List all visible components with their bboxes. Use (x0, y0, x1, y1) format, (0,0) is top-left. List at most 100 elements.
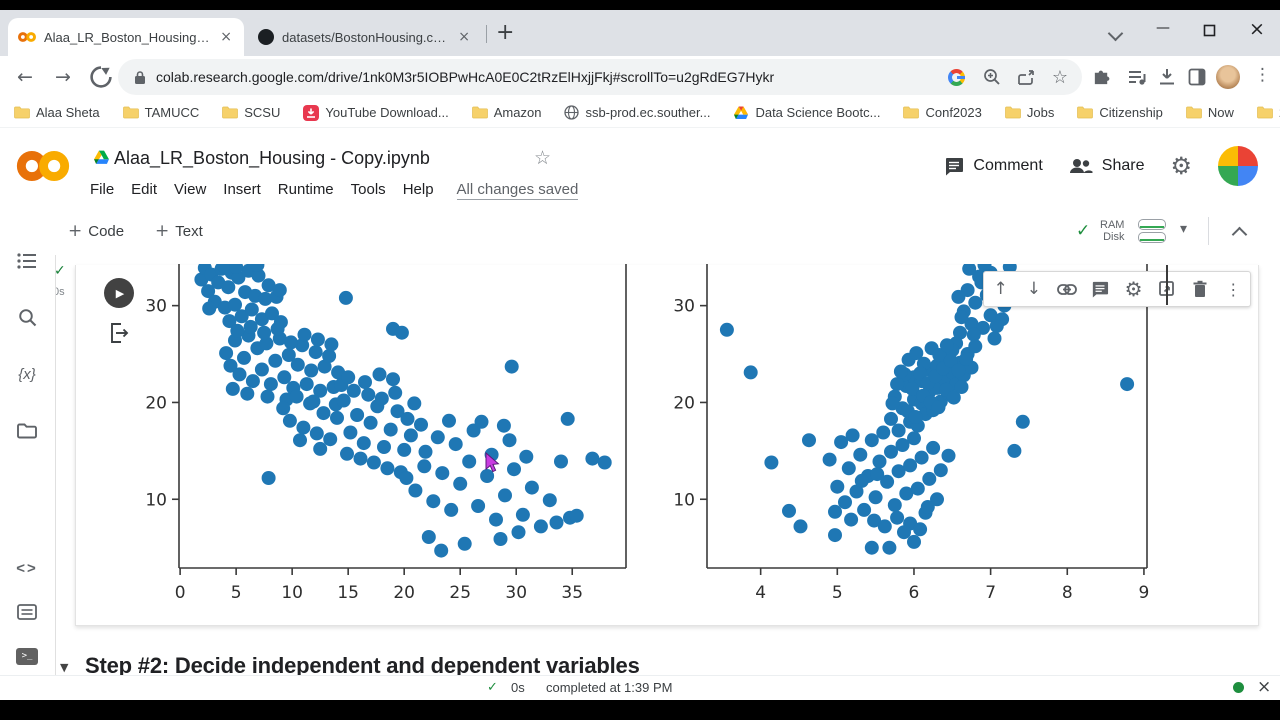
collapse-section-icon[interactable]: ▼ (60, 661, 69, 674)
window-menu-chevron-icon[interactable] (1107, 25, 1124, 44)
svg-text:20: 20 (673, 393, 695, 413)
cell-settings-gear-icon[interactable]: ⚙ (1124, 277, 1143, 301)
bookmark-item[interactable]: Alaa Sheta (14, 105, 100, 120)
code-snippets-icon[interactable]: <> (16, 559, 38, 577)
reload-icon[interactable] (88, 64, 114, 90)
folder-icon (1005, 106, 1021, 119)
ram-usage-bar[interactable] (1138, 219, 1166, 230)
notebook-body: ✓ 0s ▶ 0 5 10 15 20 25 30 35 10 20 30 4 5 6 7 8 9 10 20 30… (56, 255, 1280, 685)
copy-link-to-cell-icon[interactable] (1055, 277, 1079, 301)
window-minimize-icon[interactable]: — (1156, 20, 1170, 36)
comment-label: Comment (973, 157, 1043, 174)
colab-logo[interactable] (16, 146, 70, 186)
tab-close-icon[interactable]: × (458, 29, 470, 45)
bookmark-item[interactable]: Data Science Bootc... (733, 105, 880, 120)
star-notebook-icon[interactable]: ☆ (534, 147, 552, 169)
bookmark-item[interactable]: Jobs (1005, 105, 1054, 120)
add-code-label: Code (88, 222, 125, 240)
run-cell-button[interactable]: ▶ (104, 278, 134, 308)
bookmark-item[interactable]: TAMUCC (122, 105, 199, 120)
share-button[interactable]: Share (1069, 157, 1144, 175)
variables-icon[interactable]: {x} (18, 365, 36, 383)
autosave-status[interactable]: All changes saved (456, 181, 579, 200)
status-close-icon[interactable]: × (1257, 677, 1272, 697)
menu-tools[interactable]: Tools (350, 181, 386, 198)
google-logo-icon[interactable] (947, 68, 965, 86)
bookmark-item[interactable]: SCSU (222, 105, 280, 120)
bookmark-label: Data Science Bootc... (755, 105, 881, 120)
move-cell-up-icon[interactable]: ↑ (993, 279, 1008, 299)
new-tab-button[interactable]: + (496, 20, 515, 45)
resource-labels[interactable]: RAM Disk (1100, 219, 1124, 243)
menu-bar: File Edit View Insert Runtime Tools Help… (90, 181, 579, 200)
download-icon[interactable] (1158, 68, 1176, 86)
terminal-icon[interactable]: >_ (14, 644, 40, 668)
disk-usage-bar[interactable] (1138, 232, 1166, 243)
menu-insert[interactable]: Insert (223, 181, 261, 198)
command-palette-icon[interactable] (14, 600, 40, 624)
bookmark-item[interactable]: ssb-prod.ec.souther... (564, 105, 710, 120)
delete-cell-icon[interactable] (1188, 277, 1212, 301)
bookmark-item[interactable]: YouTube Download... (303, 104, 449, 121)
settings-gear-icon[interactable]: ⚙ (1170, 152, 1192, 180)
tab-strip: Alaa_LR_Boston_Housing - Copy × datasets… (0, 10, 1280, 56)
bookmark-label: Citizenship (1099, 105, 1163, 120)
address-input[interactable]: colab.research.google.com/drive/1nk0M3r5… (118, 59, 1082, 95)
bookmark-item[interactable]: Amazon (471, 105, 541, 120)
profile-avatar[interactable] (1216, 65, 1240, 89)
side-panel-icon[interactable] (1188, 68, 1206, 86)
folder-icon (14, 106, 30, 119)
bookmark-label: SCSU (244, 105, 281, 120)
bookmark-item[interactable]: Now (1186, 105, 1234, 120)
notebook-title[interactable]: Alaa_LR_Boston_Housing - Copy.ipynb (114, 148, 430, 168)
folder-icon (122, 106, 139, 119)
bookmark-star-icon[interactable]: ☆ (1051, 66, 1068, 88)
colab-header: Alaa_LR_Boston_Housing - Copy.ipynb ☆ Fi… (0, 128, 1280, 210)
colab-icon (18, 32, 36, 42)
tab-colab-notebook[interactable]: Alaa_LR_Boston_Housing - Copy × (8, 18, 244, 56)
window-close-icon[interactable]: × (1249, 18, 1265, 40)
menu-edit[interactable]: Edit (131, 181, 158, 198)
share-icon[interactable] (1017, 69, 1036, 86)
status-exec-time: 0s (511, 680, 525, 695)
collapse-sections-icon[interactable] (1231, 226, 1248, 245)
folder-icon (903, 106, 920, 119)
bookmark-item[interactable]: Citizenship (1077, 105, 1163, 120)
add-comment-icon[interactable] (1088, 277, 1112, 301)
add-text-button[interactable]: + Text (155, 221, 203, 241)
drive-file-icon (94, 150, 109, 164)
browser-menu-icon[interactable]: ⋮ (1254, 65, 1271, 85)
status-check-icon: ✓ (487, 680, 498, 695)
files-icon[interactable] (14, 419, 40, 443)
window-maximize-icon[interactable] (1203, 24, 1216, 37)
bookmark-item[interactable]: 2023 Journals (1257, 105, 1280, 120)
table-of-contents-icon[interactable] (14, 249, 40, 273)
menu-runtime[interactable]: Runtime (277, 181, 334, 198)
comment-button[interactable]: Comment (944, 157, 1043, 176)
svg-text:20: 20 (145, 393, 167, 413)
url-text: colab.research.google.com/drive/1nk0M3r5… (156, 69, 775, 85)
add-code-button[interactable]: + Code (68, 221, 124, 241)
back-icon[interactable]: ← (17, 66, 33, 88)
account-avatar[interactable] (1218, 146, 1258, 186)
search-icon[interactable] (14, 305, 40, 329)
cell-more-options-icon[interactable]: ⋮ (1225, 279, 1242, 299)
move-cell-down-icon[interactable]: ↓ (1026, 279, 1041, 299)
zoom-icon[interactable] (983, 68, 1001, 86)
tab-close-icon[interactable]: × (220, 29, 232, 45)
code-cell[interactable]: ▶ 0 5 10 15 20 25 30 35 10 20 30 4 5 6 7 8 9 10 20 30 ↑ ↓ (75, 258, 1259, 626)
tab-github-dataset[interactable]: datasets/BostonHousing.csv at m × (248, 18, 482, 56)
forward-icon[interactable]: → (55, 66, 71, 88)
resources-caret-icon[interactable]: ▾ (1180, 221, 1188, 237)
menu-view[interactable]: View (174, 181, 207, 198)
bookmarks-bar: Alaa Sheta TAMUCC SCSU YouTube Download.… (0, 98, 1280, 128)
status-connected-dot (1233, 682, 1244, 693)
plus-icon: + (68, 221, 83, 241)
export-output-icon[interactable] (108, 321, 130, 345)
folder-icon (471, 106, 488, 119)
menu-help[interactable]: Help (402, 181, 434, 198)
extensions-puzzle-icon[interactable] (1092, 68, 1111, 87)
menu-file[interactable]: File (90, 181, 115, 198)
bookmark-item[interactable]: Conf2023 (903, 105, 982, 120)
playlist-extension-icon[interactable] (1128, 69, 1147, 86)
